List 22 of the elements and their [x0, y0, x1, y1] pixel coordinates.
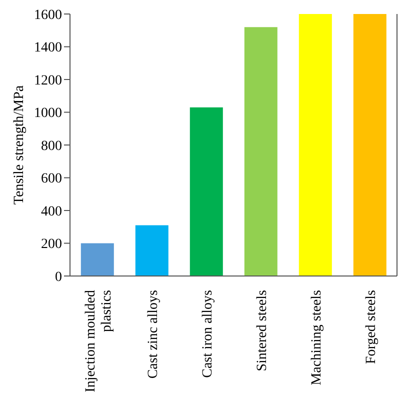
- y-axis-title: Tensile strength/MPa: [12, 84, 27, 205]
- x-tick-label: Sintered steels: [254, 290, 270, 372]
- bar: [135, 225, 168, 276]
- y-tick-label: 600: [41, 172, 62, 187]
- x-tick-label: Injection moulded plastics: [83, 290, 114, 392]
- y-tick-label: 1600: [34, 8, 62, 23]
- x-tick-label: Cast zinc alloys: [146, 290, 161, 379]
- y-tick-label: 1000: [34, 106, 62, 122]
- bar: [190, 107, 223, 276]
- x-tick-label: Machining steels: [309, 290, 324, 386]
- bar: [244, 27, 278, 276]
- y-tick-label: 0: [55, 270, 62, 285]
- y-tick-label: 400: [41, 204, 62, 220]
- y-tick-label: 1200: [34, 73, 62, 88]
- x-tick-label: Forged steels: [364, 290, 379, 364]
- y-tick-label: 200: [41, 237, 62, 252]
- bar: [298, 14, 332, 276]
- bar: [353, 14, 386, 276]
- y-tick-label: 800: [41, 138, 62, 154]
- bar: [80, 243, 114, 276]
- y-tick-label: 1400: [34, 40, 62, 56]
- x-tick-label: Cast iron alloys: [200, 290, 216, 378]
